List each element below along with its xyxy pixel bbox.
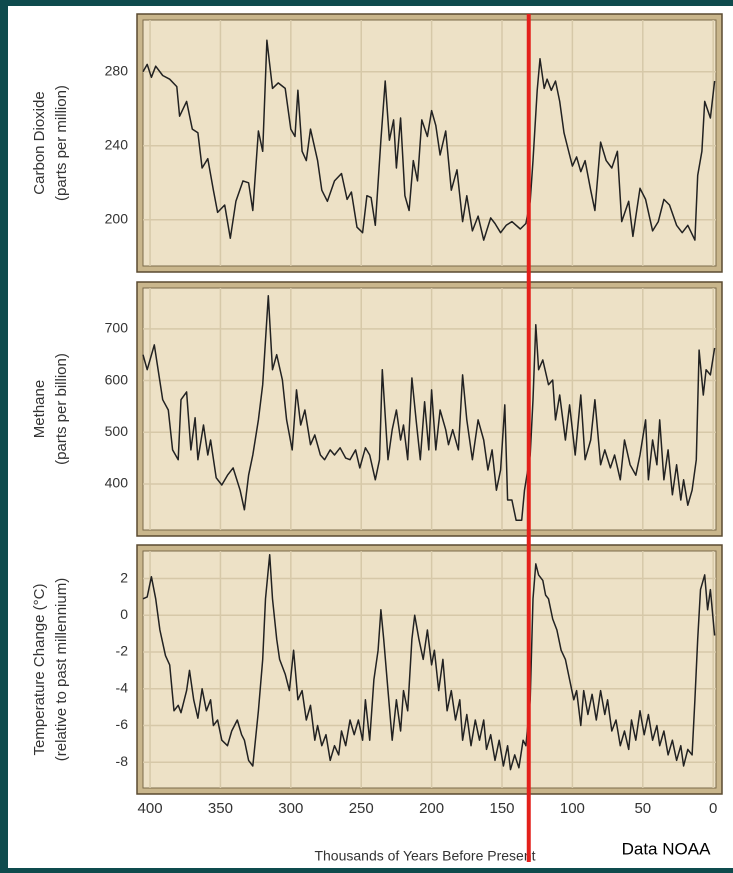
y-axis-title: (relative to past millennium) bbox=[53, 578, 70, 761]
plot-area bbox=[142, 550, 717, 789]
x-axis-title: Thousands of Years Before Present bbox=[314, 848, 535, 864]
y-tick-label: 0 bbox=[120, 606, 128, 622]
plot-area bbox=[142, 287, 717, 531]
y-tick-label: 280 bbox=[105, 62, 129, 78]
x-tick-label: 200 bbox=[419, 800, 444, 817]
y-tick-label: 400 bbox=[105, 475, 129, 491]
y-tick-label: 600 bbox=[105, 371, 129, 387]
y-tick-label: -2 bbox=[116, 643, 129, 659]
y-tick-label: -8 bbox=[116, 753, 129, 769]
y-axis-title: Carbon Dioxide bbox=[31, 91, 48, 194]
plot-area bbox=[142, 19, 717, 267]
data-line bbox=[142, 295, 716, 521]
x-tick-label: 250 bbox=[349, 800, 374, 817]
x-tick-label: 150 bbox=[489, 800, 514, 817]
y-tick-label: 700 bbox=[105, 320, 129, 336]
data-line bbox=[142, 39, 716, 241]
y-axis-title: (parts per million) bbox=[53, 85, 70, 201]
y-axis-title: Temperature Change (°C) bbox=[31, 584, 48, 756]
y-tick-label: 2 bbox=[120, 569, 128, 585]
source-note: Data NOAA bbox=[622, 839, 711, 858]
y-tick-label: 240 bbox=[105, 136, 129, 152]
data-line bbox=[142, 553, 716, 771]
x-tick-label: 0 bbox=[709, 800, 717, 817]
x-tick-label: 100 bbox=[560, 800, 585, 817]
y-axis-title: (parts per billion) bbox=[53, 353, 70, 465]
x-tick-label: 300 bbox=[278, 800, 303, 817]
y-axis-title: Methane bbox=[31, 380, 48, 438]
x-tick-label: 50 bbox=[634, 800, 651, 817]
y-tick-label: -6 bbox=[116, 716, 129, 732]
y-tick-label: 200 bbox=[105, 210, 129, 226]
x-tick-label: 400 bbox=[138, 800, 163, 817]
y-tick-label: 500 bbox=[105, 423, 129, 439]
x-tick-label: 350 bbox=[208, 800, 233, 817]
y-tick-label: -4 bbox=[116, 679, 129, 695]
